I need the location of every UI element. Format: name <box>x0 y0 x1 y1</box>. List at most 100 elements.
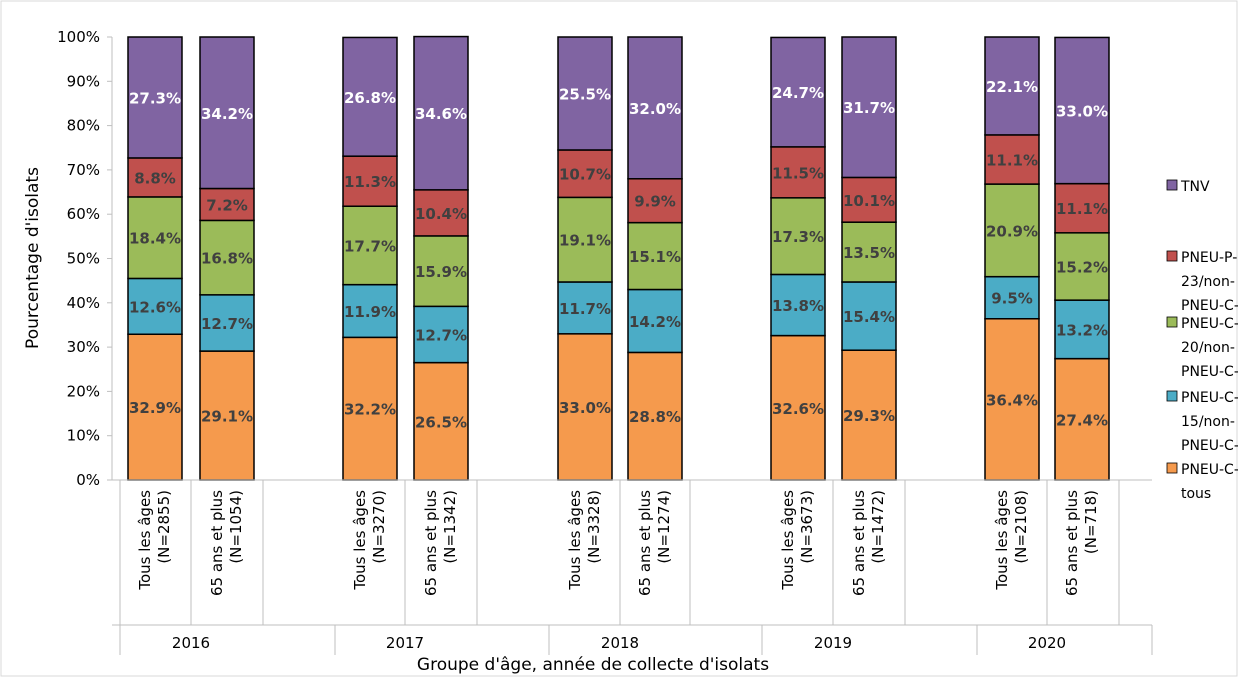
bar-segment <box>770 36 826 148</box>
legend-label: 20/non- <box>1181 340 1235 356</box>
data-label: 27.3% <box>129 89 181 107</box>
data-label: 17.7% <box>344 237 396 255</box>
bar-segment <box>413 305 469 364</box>
data-label: 11.9% <box>344 303 396 321</box>
legend-label: tous <box>1181 486 1211 502</box>
data-label: 15.4% <box>843 308 895 326</box>
data-label: 12.6% <box>129 298 181 316</box>
data-label: 12.7% <box>415 326 467 344</box>
data-label: 36.4% <box>986 391 1038 409</box>
x-category-label-line1: 65 ans et plus <box>636 490 654 596</box>
bar-segment <box>627 221 683 291</box>
data-label: 34.2% <box>201 105 253 123</box>
legend-swatch <box>1166 390 1178 402</box>
data-label: 11.3% <box>344 173 396 191</box>
x-category-label-line2: (N=1342) <box>441 490 459 564</box>
y-tick-label: 10% <box>67 427 100 445</box>
bar-segment <box>1054 232 1110 301</box>
data-label: 9.5% <box>991 290 1033 308</box>
data-label: 34.6% <box>415 105 467 123</box>
bar-segment <box>557 149 613 199</box>
bar-segment <box>770 146 826 199</box>
bar-segment <box>127 277 183 336</box>
bar-segment <box>199 187 255 222</box>
bar-segment <box>984 183 1040 278</box>
x-category-label-line2: (N=1472) <box>869 490 887 564</box>
bar-segment <box>627 178 683 224</box>
legend-label: 15/non- <box>1181 414 1235 430</box>
x-category-label-line1: Tous les âges <box>566 490 584 591</box>
data-label: 16.8% <box>201 250 253 268</box>
x-category-label-line2: (N=3673) <box>798 490 816 564</box>
data-label: 9.9% <box>634 193 676 211</box>
bar-segment <box>557 333 613 481</box>
legend-swatch <box>1166 250 1178 262</box>
x-category-label-line1: 65 ans et plus <box>208 490 226 596</box>
data-label: 13.8% <box>772 297 824 315</box>
legend-label: 23/non- <box>1181 274 1235 290</box>
x-category-label: 65 ans et plus (N=1274) <box>636 490 673 596</box>
y-tick-label: 70% <box>67 161 100 179</box>
y-tick-label: 60% <box>67 205 100 223</box>
bar-segment <box>342 155 398 207</box>
data-label: 7.2% <box>206 196 248 214</box>
data-label: 11.1% <box>986 151 1038 169</box>
legend-label: PNEU-C-13 <box>1181 438 1238 454</box>
data-label: 20.9% <box>986 222 1038 240</box>
y-tick-label: 0% <box>76 471 100 489</box>
bar-segment <box>199 36 255 190</box>
bar-segment <box>557 196 613 283</box>
bar-segment <box>984 134 1040 185</box>
y-tick-label: 90% <box>67 72 100 90</box>
legend-swatch <box>1166 316 1178 328</box>
bar-segment <box>1054 299 1110 360</box>
y-tick-label: 20% <box>67 382 100 400</box>
x-category-label-line2: (N=2855) <box>155 490 173 564</box>
data-label: 32.6% <box>772 400 824 418</box>
x-group-label: 2019 <box>814 634 852 652</box>
x-category-label: Tous les âges (N=2855) <box>136 490 173 591</box>
data-label: 15.1% <box>629 248 681 266</box>
bar-segment <box>841 176 897 223</box>
x-category-label-line1: Tous les âges <box>993 490 1011 591</box>
data-label: 25.5% <box>559 85 611 103</box>
x-category-label-line2: (N=3328) <box>585 490 603 564</box>
data-label: 8.8% <box>134 169 176 187</box>
x-category-label: 65 ans et plus (N=1472) <box>850 490 887 596</box>
data-label: 15.2% <box>1056 258 1108 276</box>
legend-swatch <box>1166 462 1178 474</box>
bar-segment <box>841 281 897 351</box>
x-category-label-line2: (N=1054) <box>227 490 245 564</box>
legend-label: PNEU-C-20 <box>1181 298 1238 314</box>
legend-label: PNEU-C- <box>1181 390 1238 406</box>
bar-segment <box>841 349 897 481</box>
data-label: 32.9% <box>129 399 181 417</box>
data-label: 11.1% <box>1056 200 1108 218</box>
x-group-label: 2016 <box>172 634 210 652</box>
bar-segment <box>127 36 183 159</box>
bar-segment <box>199 219 255 296</box>
data-label: 31.7% <box>843 99 895 117</box>
legend-label: PNEU-P- <box>1181 250 1237 266</box>
data-label: 29.3% <box>843 407 895 425</box>
y-tick-label: 100% <box>57 28 100 46</box>
y-axis: 0% 10% 20% 30% 40% 50% 60% 70% 80% 90% 100% <box>57 28 113 489</box>
data-label: 28.8% <box>629 408 681 426</box>
data-label: 32.2% <box>344 401 396 419</box>
bar-segment <box>342 36 398 157</box>
data-label: 15.9% <box>415 263 467 281</box>
data-label: 13.5% <box>843 244 895 262</box>
y-tick-label: 30% <box>67 338 100 356</box>
bar-segment <box>627 36 683 180</box>
bar-segment <box>342 336 398 481</box>
x-group-label: 2017 <box>386 634 424 652</box>
y-axis-title: Pourcentage d'isolats <box>23 167 43 349</box>
y-tick-label: 50% <box>67 250 100 268</box>
bar-series: 32.9% 12.6% 18.4% 8.8% 27.3% 29.1% 12.7% 16.8% 7… <box>127 35 1110 481</box>
y-tick-label: 80% <box>67 117 100 135</box>
x-category-label: 65 ans et plus (N=1342) <box>422 490 459 596</box>
x-category-label: Tous les âges (N=3673) <box>779 490 816 591</box>
x-category-label: Tous les âges (N=2108) <box>993 490 1030 591</box>
